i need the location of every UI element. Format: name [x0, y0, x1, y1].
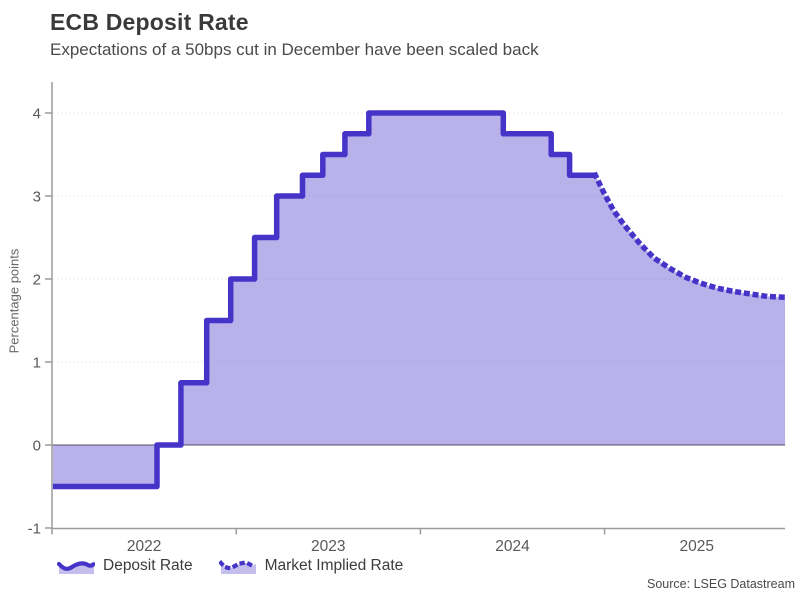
x-tick-label-2022: 2022: [127, 538, 161, 555]
chart-title: ECB Deposit Rate: [50, 9, 249, 35]
x-tick-label-2025: 2025: [679, 538, 713, 555]
y-tick-label-0: 0: [33, 438, 41, 455]
chart-subtitle: Expectations of a 50bps cut in December …: [50, 40, 539, 59]
y-tick-label-1: 1: [33, 355, 41, 372]
legend-item-deposit-rate: Deposit Rate: [57, 557, 193, 575]
legend-label-market-implied-rate: Market Implied Rate: [264, 557, 404, 574]
legend-item-market-implied-rate: Market Implied Rate: [218, 557, 404, 575]
y-tick-label-4: 4: [33, 106, 41, 123]
y-tick-label-2: 2: [33, 272, 41, 289]
legend-label-deposit-rate: Deposit Rate: [103, 557, 193, 574]
market-implied-line: [591, 171, 788, 301]
y-axis-label: Percentage points: [6, 248, 22, 354]
area-dotted-line-icon: [218, 560, 257, 574]
x-tick-label-2023: 2023: [311, 538, 345, 555]
source-credit: Source: LSEG Datastream: [647, 577, 795, 591]
x-tick-label-2024: 2024: [495, 538, 530, 555]
y-tick-label--1: -1: [28, 521, 41, 538]
area-fill: [52, 113, 786, 487]
chart-legend: Deposit Rate Market Implied Rate: [57, 557, 403, 575]
area-solid-line-icon: [57, 561, 95, 574]
deposit-rate-line: [52, 110, 596, 490]
y-tick-label-3: 3: [33, 189, 41, 206]
